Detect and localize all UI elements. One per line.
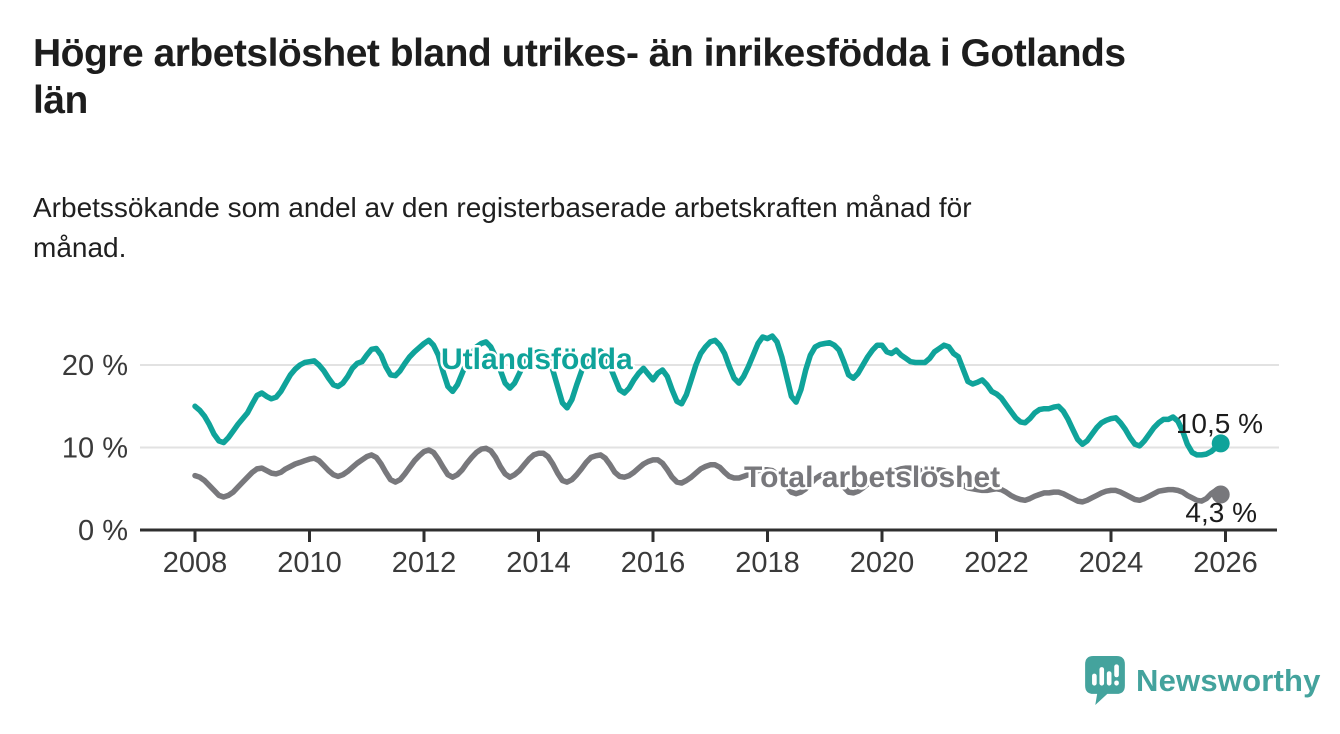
logo-exclamation-stem	[1114, 664, 1119, 678]
end-value-label-total: 4,3 %	[1185, 497, 1257, 528]
logo-bar-3	[1106, 671, 1112, 686]
chart-subtitle: Arbetssökande som andel av den registerb…	[33, 188, 972, 268]
series-line-total-arbetsloshet	[192, 445, 1224, 505]
chart-title-line2: län	[33, 79, 88, 122]
logo-bar-2	[1099, 667, 1105, 686]
end-value-label-utlandsfodda: 10,5 %	[1176, 408, 1263, 439]
y-tick-label: 20 %	[62, 350, 128, 382]
series-end-dot-utlandsfodda	[1211, 434, 1230, 453]
chart-title-line1: Högre arbetslöshet bland utrikes- än inr…	[33, 32, 1126, 75]
chart-gridlines	[140, 364, 1279, 449]
series-label-utlandsfodda: Utlandsfödda	[441, 343, 633, 376]
x-tick-label: 2014	[506, 547, 571, 579]
x-tick-label: 2020	[850, 547, 915, 579]
series-label-total-arbetsloshet: Total arbetslöshet	[744, 461, 1000, 494]
series-line-utlandsfodda	[192, 333, 1224, 458]
x-tick-label: 2024	[1079, 547, 1144, 579]
x-tick-label: 2008	[163, 547, 228, 579]
chart-axes: 0 % 10 % 20 % 2008 2010 2012 2014 2016 2018 2020 2…	[62, 350, 1277, 579]
chart-title: Högre arbetslöshet bland utrikes- än inr…	[33, 30, 1126, 124]
x-tick-label: 2010	[277, 547, 342, 579]
logo-exclamation-dot	[1114, 680, 1119, 686]
series-end-dot-total	[1211, 485, 1230, 504]
y-tick-label: 10 %	[62, 433, 128, 465]
newsworthy-logo-icon	[1085, 656, 1125, 705]
newsworthy-logo-text: Newsworthy	[1136, 662, 1321, 698]
x-tick-label: 2022	[964, 547, 1029, 579]
x-tick-label: 2016	[621, 547, 686, 579]
x-tick-label: 2012	[392, 547, 457, 579]
y-tick-label: 0 %	[78, 515, 128, 547]
chart-subtitle-line2: månad.	[33, 232, 127, 263]
x-tick-label: 2026	[1193, 547, 1258, 579]
x-tick-label: 2018	[735, 547, 800, 579]
logo-bar-1	[1092, 673, 1097, 686]
chart-subtitle-line1: Arbetssökande som andel av den registerb…	[33, 192, 972, 223]
newsworthy-logo: Newsworthy	[1085, 656, 1321, 705]
